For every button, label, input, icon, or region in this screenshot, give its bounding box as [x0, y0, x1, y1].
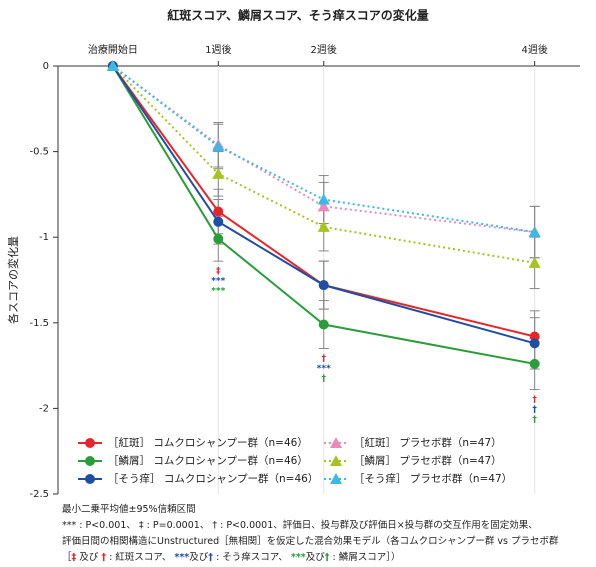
footnote-part: : そう痒スコア、: [213, 551, 291, 563]
legend-label: ［紅斑］ プラセボ群（n=47）: [354, 436, 502, 449]
series-line: [111, 65, 535, 365]
legend-marker: [85, 474, 95, 484]
footnote-part: : 紅斑スコア、: [106, 551, 174, 563]
y-tick-label: -1.5: [29, 318, 49, 329]
footnote-part: 評価日間の相関構造にUnstructured［無相関］を仮定した混合効果モデル（…: [62, 535, 559, 547]
footnote-part: †: [325, 552, 330, 563]
series-line: [112, 65, 535, 234]
footnote-part: ***: [291, 552, 306, 563]
legend-label: ［そう痒］ コムクロシャンプー群（n=46）: [108, 472, 318, 485]
x-tick-label: 2週後: [311, 43, 337, 56]
x-tick-label: 1週後: [205, 43, 231, 56]
legend-label: ［そう痒］ プラセボ群（n=47）: [354, 472, 512, 485]
legend-marker: [330, 455, 342, 466]
footnote-part: †: [208, 552, 213, 563]
data-point: [213, 206, 224, 217]
y-tick-label: -2: [39, 403, 49, 414]
data-point: [529, 338, 540, 349]
footnote-part: †: [101, 552, 106, 563]
footnote: 評価日間の相関構造にUnstructured［無相関］を仮定した混合効果モデル（…: [62, 535, 559, 547]
significance-mark: †: [321, 354, 326, 364]
significance-mark: ‡: [216, 267, 221, 277]
y-axis-label: 各スコアの変化量: [6, 236, 20, 324]
x-tick-label: 治療開始日: [88, 43, 138, 56]
footnote-part: : 鱗屑スコア］）: [330, 551, 401, 563]
data-point: [318, 319, 329, 330]
chart-title: 紅斑スコア、鱗屑スコア、そう痒スコアの変化量: [167, 8, 429, 23]
y-tick-label: -0.5: [29, 147, 49, 158]
data-point: [106, 60, 119, 71]
legend-marker: [330, 437, 342, 448]
legend-label: ［鱗屑］ プラセボ群（n=47）: [354, 454, 502, 467]
significance-mark: ***: [317, 364, 331, 374]
significance-mark: †: [321, 374, 326, 384]
footnote: 最小二乗平均値±95%信頼区間: [62, 503, 196, 515]
footnote-part: 及び: [306, 552, 326, 563]
legend-marker: [85, 456, 95, 466]
data-point: [212, 140, 225, 152]
footnote: *** : P<0.001、 ‡ : P=0.0001、 † : P<0.000…: [62, 519, 538, 531]
footnote-part: *** : P<0.001、 ‡ : P=0.0001、 † : P<0.000…: [62, 519, 538, 531]
y-tick-label: -1: [39, 232, 49, 243]
significance-mark: †: [532, 405, 537, 415]
data-point: [317, 200, 330, 212]
footnote-part: 最小二乗平均値±95%信頼区間: [62, 503, 196, 515]
y-tick-label: 0: [43, 61, 49, 72]
data-point: [212, 167, 225, 179]
y-tick-label: -2.5: [29, 489, 49, 500]
legend-label: ［紅斑］ コムクロシャンプー群（n=46）: [108, 436, 308, 449]
data-point: [317, 193, 330, 205]
legend-label: ［鱗屑］ コムクロシャンプー群（n=46）: [108, 454, 308, 467]
footnote: ［‡ 及び † : 紅斑スコア、 ***及び† : そう痒スコア、 ***及び†…: [62, 551, 401, 563]
series-line: [112, 65, 535, 338]
data-point: [213, 216, 224, 227]
data-point: [318, 280, 329, 291]
legend-marker: [330, 473, 342, 484]
footnote-part: ［: [62, 552, 72, 563]
data-point: [529, 358, 540, 369]
significance-mark: ***: [211, 287, 225, 297]
series-line: [112, 65, 535, 264]
significance-mark: †: [532, 395, 537, 405]
series-line: [112, 65, 535, 345]
footnote-part: 及び: [189, 552, 209, 563]
data-point: [528, 226, 541, 238]
data-point: [528, 256, 541, 268]
legend-marker: [85, 438, 95, 448]
footnote-part: ‡: [72, 552, 77, 563]
footnote-part: ***: [174, 552, 189, 563]
footnote-part: 及び: [76, 552, 101, 563]
significance-mark: †: [532, 415, 537, 425]
data-point: [529, 331, 540, 342]
data-point: [213, 233, 224, 244]
x-tick-label: 4週後: [521, 43, 547, 56]
significance-mark: ***: [211, 277, 225, 287]
data-point: [317, 220, 330, 232]
